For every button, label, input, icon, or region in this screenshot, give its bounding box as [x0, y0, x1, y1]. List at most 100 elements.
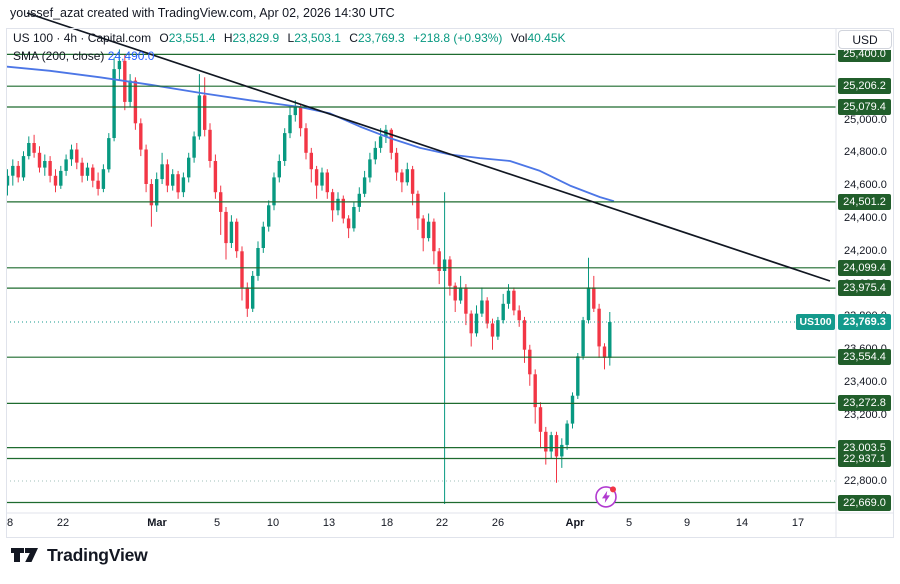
candle [597, 303, 601, 358]
candle [224, 207, 228, 260]
sma-line [6, 65, 615, 203]
high-value: 23,829.9 [232, 31, 280, 45]
candle [336, 192, 340, 216]
candle [176, 170, 180, 199]
open-label: O [159, 31, 169, 45]
candle [432, 218, 436, 265]
candle [490, 318, 495, 350]
candle [442, 192, 447, 504]
candle [272, 172, 276, 211]
tradingview-logo-text: TradingView [47, 544, 148, 565]
candle [75, 143, 79, 170]
time-axis[interactable]: 8 22 Mar 5 10 13 18 22 26 Apr 5 9 14 17 [6, 514, 836, 536]
attribution-text: youssef_azat created with TradingView.co… [10, 6, 395, 20]
candle [554, 431, 559, 483]
candle [171, 169, 175, 191]
candle [96, 172, 100, 196]
legend-row-sma[interactable]: SMA (200, close) 24,490.0 [13, 49, 154, 63]
candle [43, 154, 47, 176]
price-tick-label: 24,400.0 [844, 212, 887, 224]
volume-value: 40.45K [527, 31, 566, 45]
candle [304, 123, 308, 160]
candle [192, 131, 196, 163]
time-axis-label: 18 [380, 517, 394, 529]
price-axis[interactable]: 25,400.025,200.025,000.024,800.024,600.0… [837, 50, 894, 513]
candle [160, 152, 164, 184]
candle [378, 128, 383, 153]
time-axis-label: 10 [266, 517, 280, 529]
price-tick-label: 25,000.0 [844, 113, 887, 126]
candle [357, 187, 361, 212]
candle [565, 420, 569, 450]
candle [139, 118, 143, 157]
candle [474, 305, 479, 337]
sma-label: SMA (200, close) [13, 49, 105, 63]
level-price-label: 22,669.0 [838, 494, 891, 511]
candle [240, 246, 244, 301]
event-marker-icon[interactable] [595, 486, 617, 508]
candle [208, 123, 212, 168]
time-axis-label: 17 [791, 517, 805, 529]
level-price-label: 25,400.0 [838, 50, 891, 63]
symbol-title[interactable]: US 100 · 4h · Capital.com [13, 31, 152, 45]
candle [213, 154, 218, 199]
candle [325, 169, 329, 199]
candle [346, 215, 351, 239]
candle [91, 164, 95, 188]
level-price-label: 23,975.4 [838, 280, 891, 297]
low-value: 23,503.1 [294, 31, 341, 45]
candle [277, 154, 281, 183]
us100-badge: US100 [796, 314, 835, 330]
candle [314, 165, 319, 199]
level-price-label: 25,206.2 [838, 78, 891, 95]
candle [64, 154, 68, 176]
level-price-label: 22,937.1 [838, 450, 891, 467]
candle [560, 438, 564, 468]
candle [181, 172, 186, 198]
candle [341, 195, 345, 224]
candle [133, 77, 138, 130]
candle [586, 257, 591, 324]
candle [592, 275, 596, 312]
trendline[interactable] [26, 12, 831, 282]
price-tick-label: 23,200.0 [844, 408, 887, 421]
time-axis-label: Mar [147, 517, 167, 529]
volume-label: Vol [510, 31, 528, 45]
candle [389, 128, 393, 160]
candle [107, 133, 111, 173]
candle [522, 316, 527, 363]
level-price-label: 25,079.4 [838, 99, 891, 115]
candle [165, 159, 170, 193]
tradingview-logo[interactable]: TradingView [10, 544, 148, 566]
candle [235, 218, 239, 258]
level-price-label: 23,554.4 [838, 349, 891, 366]
price-tick-label: 22,800.0 [844, 474, 887, 487]
candle [533, 369, 537, 424]
candle [21, 151, 26, 181]
candle [293, 100, 297, 122]
price-tick-label: 23,400.0 [844, 376, 887, 389]
candle [368, 152, 372, 183]
candle [155, 172, 159, 212]
candle [485, 297, 489, 329]
candle [602, 343, 607, 370]
open-value: 23,551.4 [168, 31, 216, 45]
candle [405, 162, 409, 186]
level-price-label: 23,272.8 [838, 395, 891, 412]
time-axis-label: 8 [6, 517, 14, 529]
time-axis-label: 9 [683, 517, 691, 529]
candle [229, 215, 234, 248]
candle [309, 147, 313, 183]
candle [101, 164, 106, 193]
candle [416, 190, 420, 230]
candle [373, 141, 377, 165]
candle [251, 271, 255, 312]
current-price-label: 23,769.3 [838, 314, 891, 330]
candle [16, 161, 20, 183]
tradingview-logo-icon [11, 548, 38, 562]
sma-value: 24,490.0 [107, 49, 155, 63]
candle [80, 157, 84, 183]
currency-usd-button[interactable]: USD [838, 30, 892, 49]
